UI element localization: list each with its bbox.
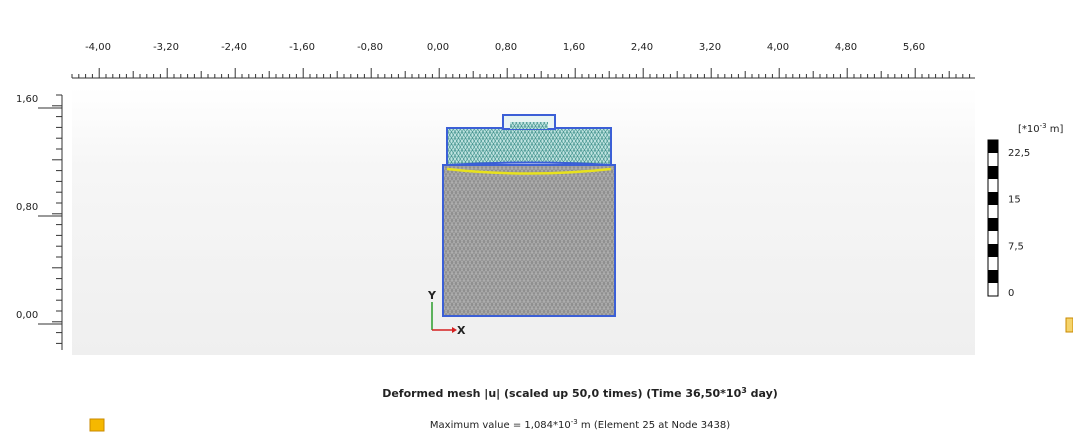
legend-segment [988,218,998,231]
max-prefix: Maximum value = 1,084*10 [430,420,571,431]
ruler-x-label: 5,60 [903,42,925,53]
legend-segment [988,166,998,179]
ruler-y-label: 0,00 [16,310,38,321]
interface-line [446,167,612,175]
ruler-x-label: 0,00 [427,42,449,53]
rulers [38,68,975,350]
unit-prefix: [*10 [1018,124,1040,135]
legend-segment [988,140,998,153]
ruler-x-label: -4,00 [85,42,111,53]
caption-title: Deformed mesh |u| (scaled up 50,0 times)… [382,386,778,400]
embankment [446,127,612,167]
legend-label: 0 [1008,288,1014,299]
ruler-y-label: 0,80 [16,202,38,213]
title-exponent: 3 [741,386,747,395]
legend-label: 7,5 [1008,241,1024,252]
ruler-x-label: 4,80 [835,42,857,53]
ruler-x-label: 0,80 [495,42,517,53]
legend-segments [988,140,998,283]
ruler-x-label: -1,60 [289,42,315,53]
caption-max: Maximum value = 1,084*10-3 m (Element 25… [430,418,730,431]
max-exponent: -3 [571,418,578,426]
ruler-x-label: 4,00 [767,42,789,53]
max-suffix: m (Element 25 at Node 3438) [578,420,730,431]
ruler-x-label: -0,80 [357,42,383,53]
y-axis-label: Y [427,289,437,302]
legend-segment [988,192,998,205]
ruler-x-label: 2,40 [631,42,653,53]
legend-segment [988,244,998,257]
legend-segment [988,270,998,283]
ruler-x-label: 1,60 [563,42,585,53]
ruler-x-label: -3,20 [153,42,179,53]
icon-button[interactable] [89,418,105,432]
unit-exponent: -3 [1040,122,1047,130]
ruler-x-label: -2,40 [221,42,247,53]
legend-label: 15 [1008,195,1021,206]
soil-body [442,164,616,317]
ruler-x-label: 3,20 [699,42,721,53]
legend-label: 22,5 [1008,148,1030,159]
ruler-y-label: 1,60 [16,94,38,105]
x-axis-label: X [457,324,466,337]
title-end: day) [747,387,778,400]
unit-suffix: m] [1047,124,1064,135]
side-icon[interactable] [1065,317,1073,333]
title-main: Deformed mesh |u| (scaled up 50,0 times)… [382,387,741,400]
top-block-mesh [510,122,548,129]
x-arrow [452,327,457,333]
legend-unit: [*10-3 m] [1018,122,1064,135]
